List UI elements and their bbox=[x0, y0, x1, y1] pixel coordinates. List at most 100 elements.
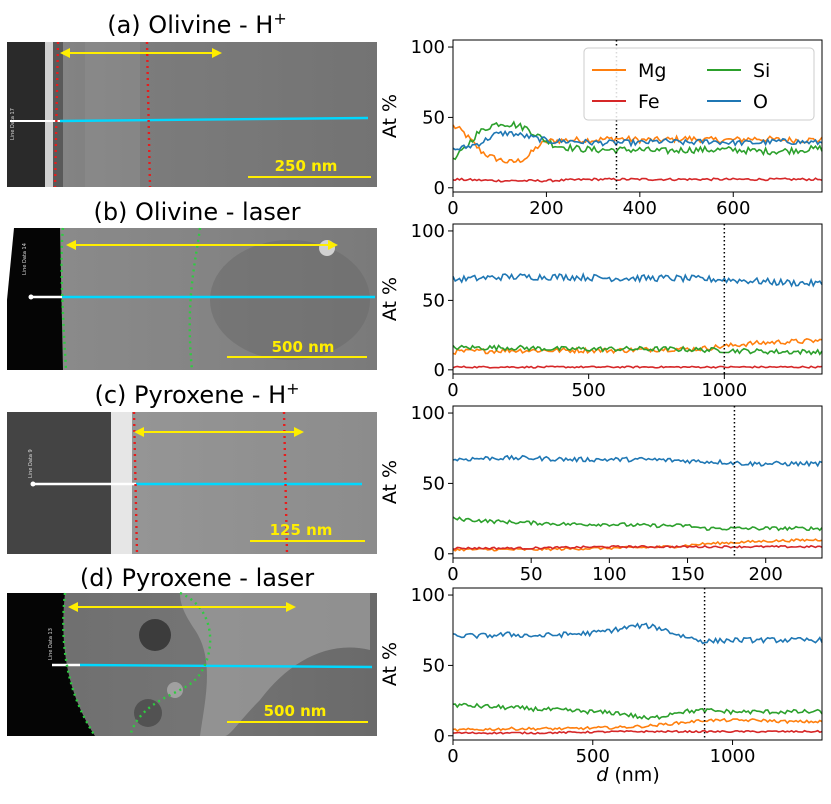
panel-b-title: (b) Olivine - laser bbox=[93, 198, 300, 226]
y-tick-label: 100 bbox=[411, 221, 445, 242]
series-line-fe bbox=[452, 729, 823, 735]
y-tick-label: 50 bbox=[422, 473, 445, 494]
y-tick-label: 100 bbox=[411, 403, 445, 424]
x-tick-label: 500 bbox=[571, 380, 605, 401]
y-tick-label: 0 bbox=[434, 726, 445, 747]
series-line-o bbox=[452, 272, 823, 288]
y-tick-label: 50 bbox=[422, 290, 445, 311]
y-tick-label: 0 bbox=[434, 544, 445, 565]
legend-label-fe: Fe bbox=[638, 91, 660, 113]
micrograph-a-edge bbox=[53, 42, 63, 187]
series-line-fe bbox=[452, 177, 823, 183]
micrograph-c-arrow bbox=[134, 427, 304, 437]
x-tick-label: 1000 bbox=[710, 746, 756, 767]
micrograph-d-boundary-left bbox=[62, 592, 97, 737]
series-line-mg bbox=[452, 717, 823, 733]
series-line-si bbox=[452, 702, 823, 721]
panel-d-title: (d) Pyroxene - laser bbox=[80, 564, 314, 592]
y-tick-label: 50 bbox=[422, 655, 445, 676]
chart-d: 0 500 1000 0 50 100 At % bbox=[379, 585, 823, 767]
micrograph-a-texture bbox=[85, 42, 140, 187]
series-line-si bbox=[452, 344, 823, 356]
legend-label-mg: Mg bbox=[638, 60, 666, 82]
micrograph-c-line-label: Line Data 9 bbox=[28, 449, 34, 478]
micrograph-a-surface-layer bbox=[45, 42, 53, 187]
x-tick-label: 0 bbox=[447, 380, 458, 401]
x-tick-label: 0 bbox=[447, 198, 458, 219]
micrograph-d-line-label: Line Data 13 bbox=[48, 628, 54, 660]
y-tick-label: 50 bbox=[422, 107, 445, 128]
y-axis-label: At % bbox=[379, 460, 401, 504]
y-tick-label: 100 bbox=[411, 37, 445, 58]
micrograph-a-background bbox=[7, 42, 377, 187]
micrograph-a-dark-region bbox=[7, 42, 45, 187]
x-tick-label: 100 bbox=[592, 564, 626, 585]
legend-label-si: Si bbox=[753, 60, 770, 82]
micrograph-b: Line Data 14 500 nm bbox=[7, 227, 377, 371]
x-tick-label: 50 bbox=[520, 564, 543, 585]
panel-c-title: (c) Pyroxene - H+ bbox=[94, 379, 299, 409]
x-tick-label: 150 bbox=[670, 564, 704, 585]
micrograph-b-scalebar-label: 500 nm bbox=[272, 338, 335, 356]
y-tick-label: 0 bbox=[434, 178, 445, 199]
x-tick-label: 0 bbox=[447, 564, 458, 585]
x-tick-label: 600 bbox=[716, 198, 750, 219]
x-tick-label: 200 bbox=[529, 198, 563, 219]
micrograph-d-boundary-right bbox=[128, 591, 212, 737]
micrograph-d-dark-region bbox=[7, 593, 95, 736]
plot-frame bbox=[452, 587, 823, 741]
plot-frame bbox=[452, 39, 823, 193]
micrograph-c-scan-start-marker bbox=[30, 481, 36, 487]
series-line-o bbox=[452, 622, 823, 645]
micrograph-b-dark-region bbox=[7, 228, 63, 370]
micrograph-b-scan-start-marker bbox=[28, 294, 34, 300]
chart-a: 0 200 400 600 0 50 100 At % Mg Si Fe O bbox=[379, 37, 823, 219]
micrograph-d-bubble-2 bbox=[167, 682, 183, 698]
micrograph-a-scan-line bbox=[59, 116, 369, 123]
y-tick-label: 100 bbox=[411, 585, 445, 606]
y-axis-label: At % bbox=[379, 642, 401, 686]
x-tick-label: 200 bbox=[749, 564, 783, 585]
x-tick-label: 400 bbox=[623, 198, 657, 219]
series-line-mg bbox=[452, 538, 823, 552]
x-tick-label: 1000 bbox=[701, 380, 747, 401]
micrograph-d-bubble-1 bbox=[139, 619, 171, 651]
micrograph-b-corner bbox=[7, 228, 14, 300]
series-line-si bbox=[452, 516, 823, 532]
x-axis-label: d (nm) bbox=[596, 764, 659, 786]
micrograph-d-bright-region bbox=[180, 593, 370, 736]
y-axis-label: At % bbox=[379, 94, 401, 138]
legend-label-o: O bbox=[753, 91, 768, 113]
y-tick-label: 0 bbox=[434, 360, 445, 381]
micrograph-d-scalebar-label: 500 nm bbox=[264, 702, 327, 720]
micrograph-b-inclusion-region bbox=[210, 240, 370, 360]
chart-b: 0 500 1000 0 50 100 At % bbox=[379, 221, 823, 401]
series-line-mg bbox=[452, 338, 823, 356]
series-line-si bbox=[452, 120, 823, 161]
micrograph-c: Line Data 9 125 nm bbox=[7, 411, 377, 555]
x-tick-label: 500 bbox=[576, 746, 610, 767]
legend: Mg Si Fe O bbox=[583, 47, 815, 121]
micrograph-d-bubble-3 bbox=[134, 699, 162, 727]
micrograph-a-boundary-left bbox=[53, 41, 60, 188]
plot-frame bbox=[452, 223, 823, 375]
plot-frame bbox=[452, 405, 823, 559]
micrograph-a-scalebar-label: 250 nm bbox=[275, 157, 338, 175]
panel-a-title: (a) Olivine - H+ bbox=[107, 9, 287, 39]
micrograph-d-arrow bbox=[68, 602, 296, 612]
series-line-o bbox=[452, 454, 823, 468]
micrograph-a-boundary-right bbox=[145, 41, 152, 188]
series-line-mg bbox=[452, 124, 823, 164]
micrograph-a: Line Data 17 250 nm bbox=[7, 41, 377, 188]
micrograph-b-boundary-left bbox=[60, 227, 68, 371]
micrograph-b-arrow bbox=[66, 240, 338, 250]
y-axis-label: At % bbox=[379, 277, 401, 321]
micrograph-c-scalebar-label: 125 nm bbox=[270, 521, 333, 539]
x-tick-label: 0 bbox=[447, 746, 458, 767]
series-line-o bbox=[452, 129, 823, 151]
micrograph-b-line-label: Line Data 14 bbox=[22, 243, 28, 275]
series-line-fe bbox=[452, 544, 823, 551]
micrograph-a-arrow bbox=[60, 48, 222, 58]
micrograph-a-line-label: Line Data 17 bbox=[10, 108, 16, 140]
